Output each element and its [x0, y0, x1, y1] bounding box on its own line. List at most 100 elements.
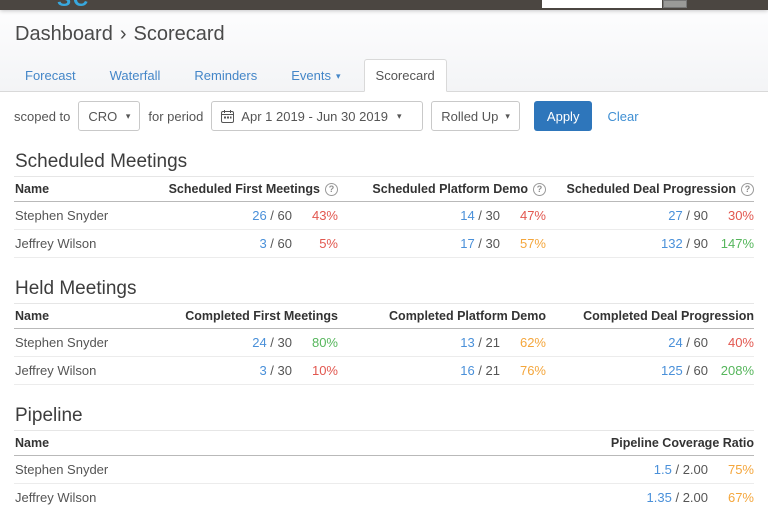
metric-cell: 330 10% [130, 363, 338, 378]
column-header: Scheduled Deal Progression [546, 182, 754, 196]
table-row: Stephen Snyder 1.52.00 75% [14, 456, 754, 484]
table-row: Jeffrey Wilson 330 10% 1621 76% 12560 20… [14, 357, 754, 385]
section-title: Scheduled Meetings [15, 151, 188, 172]
table-header-row: Name Scheduled First Meetings Scheduled … [14, 176, 754, 202]
calendar-icon [221, 109, 235, 123]
clear-link[interactable]: Clear [607, 108, 639, 124]
metric-value-link[interactable]: 3 [259, 363, 267, 378]
column-header-name: Name [15, 182, 50, 196]
metric-cell: 1621 76% [338, 363, 546, 378]
section-held-meetings: Held Meetings Name Completed First Meeti… [14, 278, 754, 385]
table-row: Jeffrey Wilson 1.352.00 67% [14, 484, 754, 507]
metric-cell: 1730 57% [338, 236, 546, 251]
metric-cell: 1.52.00 75% [546, 462, 754, 477]
metric-value-link[interactable]: 1.35 [646, 490, 672, 505]
column-header-name: Name [15, 309, 50, 323]
metric-value-link[interactable]: 27 [668, 208, 683, 223]
rep-name: Jeffrey Wilson [15, 363, 97, 378]
metric-cell: 2790 30% [546, 208, 754, 223]
column-header: Completed Platform Demo [389, 309, 546, 323]
metric-value-link[interactable]: 17 [460, 236, 475, 251]
breadcrumb-dashboard[interactable]: Dashboard [15, 23, 113, 45]
metric-percent: 147% [720, 236, 754, 251]
metric-value-link[interactable]: 24 [252, 335, 267, 350]
metric-value-link[interactable]: 16 [460, 363, 475, 378]
chevron-down-icon: ▾ [505, 110, 510, 121]
rollup-select[interactable]: Rolled Up ▾ [431, 101, 520, 131]
column-header: Completed Deal Progression [583, 309, 754, 323]
metric-value-link[interactable]: 14 [460, 208, 475, 223]
metric-value-link[interactable]: 125 [660, 363, 683, 378]
breadcrumb: Dashboard › Scorecard [15, 23, 768, 46]
column-header: Pipeline Coverage Ratio [610, 436, 754, 450]
metric-percent: 5% [319, 236, 338, 251]
metric-value-link[interactable]: 1.5 [653, 462, 672, 477]
metric-value-link[interactable]: 3 [259, 236, 267, 251]
help-icon[interactable] [533, 182, 546, 196]
metric-cell: 1430 47% [338, 208, 546, 223]
rep-name: Stephen Snyder [15, 462, 109, 477]
tab-waterfall[interactable]: Waterfall [109, 68, 161, 83]
tab-events[interactable]: Events [280, 60, 351, 91]
tab-bar: Forecast Waterfall Reminders Events Scor… [0, 59, 768, 92]
section-scheduled-meetings: Scheduled Meetings Name Scheduled First … [14, 151, 754, 258]
metric-percent: 57% [519, 236, 546, 251]
scope-select[interactable]: CRO ▾ [78, 101, 141, 131]
section-title: Held Meetings [15, 278, 137, 299]
metric-percent: 47% [519, 208, 546, 223]
metric-cell: 2430 80% [130, 335, 338, 350]
topbar-search-input[interactable] [542, 0, 662, 8]
pipeline-table: Name Pipeline Coverage Ratio Stephen Sny… [14, 430, 754, 507]
metric-cell: 12560 208% [546, 363, 754, 378]
main-content: scoped to CRO ▾ for period Apr 1 2019 - … [0, 101, 768, 507]
column-header: Completed First Meetings [185, 309, 338, 323]
page-header: Dashboard › Scorecard Forecast Waterfall R… [0, 10, 768, 92]
rep-name: Stephen Snyder [15, 335, 109, 350]
help-icon[interactable] [325, 182, 338, 196]
section-pipeline: Pipeline Name Pipeline Coverage Ratio St… [14, 405, 754, 507]
top-navigation-bar: SC [0, 0, 768, 12]
metric-value-link[interactable]: 13 [460, 335, 475, 350]
column-header-name: Name [15, 436, 50, 450]
metric-percent: 75% [727, 462, 754, 477]
metric-value-link[interactable]: 24 [668, 335, 683, 350]
app-logo: SC [57, 0, 90, 12]
rep-name: Jeffrey Wilson [15, 490, 97, 505]
metric-percent: 30% [727, 208, 754, 223]
breadcrumb-scorecard: Scorecard [133, 23, 225, 45]
metric-cell: 2660 43% [130, 208, 338, 223]
metric-cell: 360 5% [130, 236, 338, 251]
metric-cell: 1.352.00 67% [546, 490, 754, 505]
help-icon[interactable] [741, 182, 754, 196]
metric-cell: 1321 62% [338, 335, 546, 350]
for-period-label: for period [148, 108, 204, 124]
period-select[interactable]: Apr 1 2019 - Jun 30 2019 ▾ [211, 101, 424, 131]
held-meetings-table: Name Completed First Meetings Completed … [14, 303, 754, 385]
scheduled-meetings-table: Name Scheduled First Meetings Scheduled … [14, 176, 754, 258]
metric-value-link[interactable]: 26 [252, 208, 267, 223]
rep-name: Stephen Snyder [15, 208, 109, 223]
apply-button[interactable]: Apply [533, 101, 593, 131]
metric-cell: 13290 147% [546, 236, 754, 251]
metric-percent: 43% [311, 208, 338, 223]
chevron-down-icon: ▾ [397, 110, 402, 121]
breadcrumb-separator: › [119, 23, 127, 45]
metric-percent: 10% [311, 363, 338, 378]
table-row: Stephen Snyder 2430 80% 1321 62% 2460 40… [14, 329, 754, 357]
scoped-to-label: scoped to [14, 108, 71, 124]
section-title: Pipeline [15, 405, 83, 426]
metric-value-link[interactable]: 132 [660, 236, 683, 251]
filter-bar: scoped to CRO ▾ for period Apr 1 2019 - … [14, 101, 754, 131]
tab-reminders[interactable]: Reminders [194, 68, 258, 83]
tab-forecast[interactable]: Forecast [25, 68, 76, 83]
metric-percent: 40% [727, 335, 754, 350]
table-header-row: Name Pipeline Coverage Ratio [14, 430, 754, 456]
chevron-down-icon: ▾ [125, 110, 131, 121]
metric-cell: 2460 40% [546, 335, 754, 350]
table-row: Stephen Snyder 2660 43% 1430 47% 2790 30… [14, 202, 754, 230]
tab-scorecard[interactable]: Scorecard [363, 59, 447, 92]
metric-percent: 76% [519, 363, 546, 378]
column-header: Scheduled Platform Demo [338, 182, 546, 196]
column-header: Scheduled First Meetings [130, 182, 338, 196]
search-button[interactable] [663, 0, 687, 8]
